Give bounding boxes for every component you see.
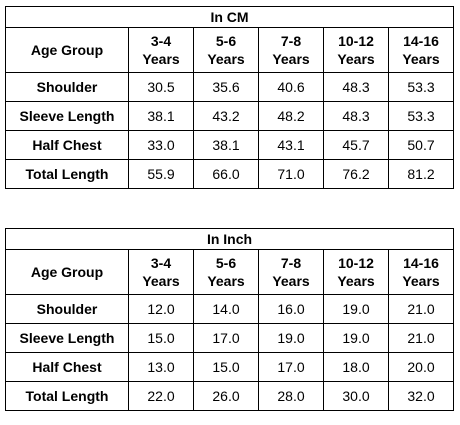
table-cell: 76.2: [323, 159, 389, 189]
table-cell: 33.0: [128, 130, 194, 160]
table-title-row: In CM: [4, 6, 455, 28]
column-range: 14-16: [403, 33, 439, 49]
row-label: Shoulder: [5, 294, 129, 324]
column-unit: Years: [207, 51, 245, 67]
table-cell: 21.0: [388, 323, 454, 353]
column-range: 10-12: [338, 33, 374, 49]
row-label: Total Length: [5, 381, 129, 411]
column-header: 14-16 Years: [388, 249, 454, 295]
column-header: 10-12 Years: [323, 27, 389, 73]
table-cell: 53.3: [387, 72, 455, 102]
column-unit: Years: [337, 51, 375, 67]
table-title: In CM: [4, 6, 455, 28]
column-header: 3-4 Years: [128, 27, 194, 73]
table-cell: 14.0: [193, 294, 259, 324]
column-unit: Years: [402, 273, 440, 289]
table-cell: 30.5: [128, 72, 194, 102]
column-header: 14-16 Years: [387, 27, 455, 73]
table-cell: 35.6: [193, 72, 259, 102]
table-cell: 20.0: [388, 352, 454, 382]
column-range: 5-6: [215, 33, 237, 49]
table-row: Sleeve Length 15.0 17.0 19.0 19.0 21.0: [5, 323, 454, 353]
table-cell: 28.0: [258, 381, 324, 411]
table-cell: 38.1: [128, 101, 194, 131]
table-row: Half Chest 13.0 15.0 17.0 18.0 20.0: [5, 352, 454, 382]
table-title: In Inch: [5, 228, 454, 250]
table-cell: 45.7: [323, 130, 389, 160]
column-unit: Years: [142, 273, 180, 289]
column-header: 3-4 Years: [128, 249, 194, 295]
column-unit: Years: [272, 273, 310, 289]
header-row: Age Group 3-4 Years 5-6 Years 7-8 Years 10-…: [5, 249, 454, 295]
column-range: 5-6: [215, 255, 237, 271]
table-cell: 19.0: [323, 294, 389, 324]
size-table-inch: In Inch Age Group 3-4 Years 5-6 Years 7-8 Y…: [5, 228, 454, 411]
size-table-cm: In CM Age Group 3-4 Years 5-6 Years 7-8 Yea…: [4, 6, 455, 189]
table-cell: 19.0: [323, 323, 389, 353]
column-range: 7-8: [280, 33, 302, 49]
table-row: Total Length 55.9 66.0 71.0 76.2 81.2: [5, 159, 455, 189]
table-cell: 12.0: [128, 294, 194, 324]
column-header: 7-8 Years: [258, 249, 324, 295]
age-group-header: Age Group: [5, 27, 129, 73]
table-cell: 43.1: [258, 130, 324, 160]
column-header: 10-12 Years: [323, 249, 389, 295]
column-unit: Years: [402, 51, 440, 67]
column-unit: Years: [272, 51, 310, 67]
row-label: Total Length: [5, 159, 129, 189]
table-cell: 17.0: [258, 352, 324, 382]
table-cell: 13.0: [128, 352, 194, 382]
table-cell: 32.0: [388, 381, 454, 411]
table-cell: 15.0: [193, 352, 259, 382]
row-label: Shoulder: [5, 72, 129, 102]
table-cell: 66.0: [193, 159, 259, 189]
table-cell: 81.2: [387, 159, 455, 189]
table-cell: 40.6: [258, 72, 324, 102]
table-cell: 22.0: [128, 381, 194, 411]
table-row: Sleeve Length 38.1 43.2 48.2 48.3 53.3: [5, 101, 455, 131]
column-header: 5-6 Years: [193, 27, 259, 73]
table-title-row: In Inch: [5, 228, 454, 250]
column-range: 3-4: [150, 33, 172, 49]
row-label: Half Chest: [5, 352, 129, 382]
column-unit: Years: [207, 273, 245, 289]
table-cell: 48.3: [323, 101, 389, 131]
table-cell: 43.2: [193, 101, 259, 131]
header-row: Age Group 3-4 Years 5-6 Years 7-8 Years 10-…: [5, 27, 455, 73]
column-header: 5-6 Years: [193, 249, 259, 295]
row-label: Sleeve Length: [5, 101, 129, 131]
table-row: Total Length 22.0 26.0 28.0 30.0 32.0: [5, 381, 454, 411]
table-cell: 53.3: [387, 101, 455, 131]
table-cell: 19.0: [258, 323, 324, 353]
column-range: 10-12: [338, 255, 374, 271]
table-cell: 55.9: [128, 159, 194, 189]
table-cell: 21.0: [388, 294, 454, 324]
table-cell: 48.2: [258, 101, 324, 131]
table-cell: 30.0: [323, 381, 389, 411]
table-cell: 18.0: [323, 352, 389, 382]
column-range: 14-16: [403, 255, 439, 271]
table-row: Half Chest 33.0 38.1 43.1 45.7 50.7: [5, 130, 455, 160]
table-cell: 50.7: [387, 130, 455, 160]
column-unit: Years: [142, 51, 180, 67]
table-row: Shoulder 12.0 14.0 16.0 19.0 21.0: [5, 294, 454, 324]
table-cell: 26.0: [193, 381, 259, 411]
table-cell: 38.1: [193, 130, 259, 160]
table-cell: 16.0: [258, 294, 324, 324]
row-label: Sleeve Length: [5, 323, 129, 353]
table-cell: 71.0: [258, 159, 324, 189]
table-cell: 48.3: [323, 72, 389, 102]
column-range: 7-8: [280, 255, 302, 271]
table-cell: 17.0: [193, 323, 259, 353]
table-cell: 15.0: [128, 323, 194, 353]
column-unit: Years: [337, 273, 375, 289]
row-label: Half Chest: [5, 130, 129, 160]
age-group-header: Age Group: [5, 249, 129, 295]
column-header: 7-8 Years: [258, 27, 324, 73]
column-range: 3-4: [150, 255, 172, 271]
table-row: Shoulder 30.5 35.6 40.6 48.3 53.3: [5, 72, 455, 102]
